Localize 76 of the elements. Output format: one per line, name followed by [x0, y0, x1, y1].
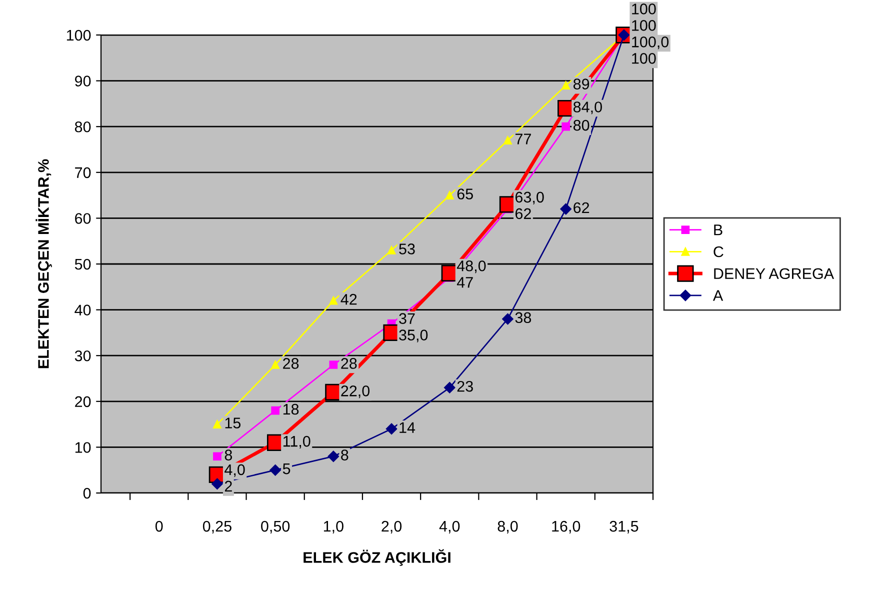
data-label: 8: [341, 450, 348, 460]
data-label: 38: [515, 312, 532, 324]
y-tick-label: 80: [74, 121, 91, 132]
data-label: 48,0: [456, 260, 486, 274]
point: [386, 423, 398, 434]
point: [213, 452, 222, 461]
legend-label: B: [714, 224, 722, 236]
data-label: 28: [341, 358, 357, 369]
data-label: 62: [574, 202, 590, 214]
x-tick-label: 0: [155, 520, 163, 532]
data-label: 23: [457, 380, 473, 392]
y-tick-label: 90: [75, 76, 91, 86]
data-label: 2: [224, 480, 232, 492]
point: [387, 246, 396, 254]
point: [560, 203, 572, 215]
data-label: 84,0: [573, 102, 602, 114]
y-tick-label: 50: [74, 258, 91, 270]
data-label: 62: [515, 208, 531, 220]
data-label: 100: [632, 20, 656, 31]
y-tick-label: 100: [66, 30, 91, 41]
data-label: 80: [573, 120, 590, 131]
data-label: 4,0: [224, 464, 245, 477]
data-label: 5: [282, 464, 290, 474]
data-label: 77: [515, 134, 531, 144]
x-tick-label: 4,0: [439, 520, 460, 534]
y-axis-title: ELEKTEN GEÇEN MİKTAR,%: [36, 159, 52, 368]
y-tick-label: 0: [83, 488, 91, 499]
data-label: 100: [632, 4, 656, 14]
legend-label: A: [712, 290, 724, 301]
y-tick-label: 10: [75, 442, 91, 453]
legend-label: DENEY AGREGA: [714, 268, 834, 280]
data-label: 15: [225, 418, 241, 428]
data-label: 18: [283, 404, 299, 415]
point: [271, 360, 280, 369]
point: [329, 360, 338, 369]
data-label: 35,0: [399, 330, 428, 342]
point: [328, 450, 340, 462]
point: [444, 382, 456, 394]
y-tick-label: 70: [75, 167, 91, 178]
data-label: 11,0: [283, 436, 310, 449]
point: [270, 464, 281, 476]
data-label: 63,0: [515, 192, 544, 204]
data-label: 14: [400, 422, 416, 433]
x-tick-label: 0,50: [261, 520, 290, 534]
data-label: 100: [632, 53, 656, 64]
x-tick-label: 8,0: [498, 520, 518, 534]
y-tick-label: 20: [75, 396, 91, 408]
data-label: 100,0: [632, 36, 669, 50]
point: [271, 406, 280, 415]
y-tick-label: 30: [74, 350, 91, 362]
x-axis-title: ELEK GÖZ AÇIKLIĞI: [304, 549, 450, 566]
x-tick-label: 1,0: [324, 520, 344, 534]
data-label: 37: [399, 313, 415, 324]
data-label: 42: [340, 294, 357, 305]
point: [562, 122, 570, 131]
point: [212, 478, 223, 490]
x-tick-label: 16,0: [552, 520, 580, 534]
data-label: 53: [399, 244, 415, 254]
point: [329, 296, 338, 305]
point: [562, 81, 570, 90]
x-tick-label: 31,5: [610, 520, 638, 534]
data-label: 28: [283, 358, 299, 369]
point: [445, 191, 454, 200]
x-tick-label: 2,0: [382, 520, 402, 534]
point: [213, 420, 222, 428]
point: [504, 136, 512, 145]
data-label: 89: [573, 78, 590, 90]
point: [502, 313, 514, 325]
x-tick-label: 0,25: [202, 520, 232, 534]
data-label: 65: [457, 188, 473, 200]
y-tick-label: 40: [74, 304, 91, 316]
data-label: 8: [224, 450, 232, 460]
y-tick-label: 60: [75, 213, 91, 224]
data-label: 47: [456, 277, 473, 288]
data-label: 22,0: [341, 386, 370, 398]
legend-label: C: [714, 246, 724, 258]
